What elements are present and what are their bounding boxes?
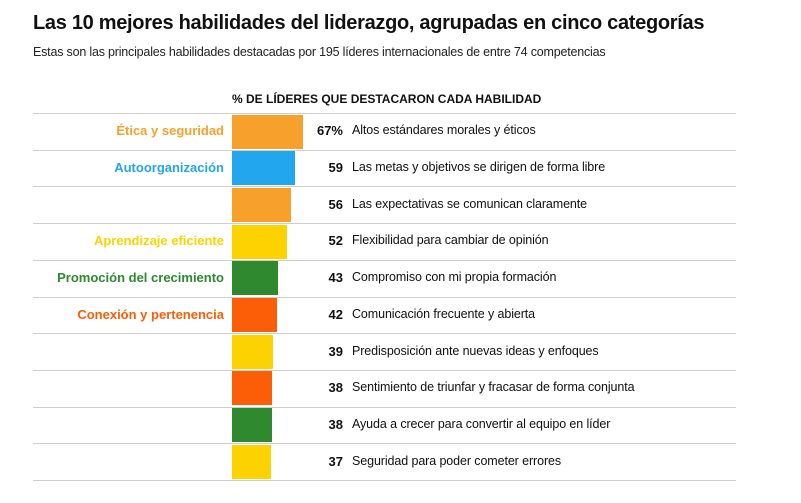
- category-label: Conexión y pertenencia: [77, 307, 224, 322]
- skill-label: Comunicación frecuente y abierta: [352, 307, 536, 321]
- chart-title: Las 10 mejores habilidades del liderazgo…: [33, 12, 705, 34]
- value-label: 42: [328, 307, 343, 322]
- value-label: 59: [328, 160, 343, 175]
- bar: [232, 298, 277, 332]
- bar: [232, 335, 273, 369]
- skill-label: Predisposición ante nuevas ideas y enfoq…: [352, 344, 599, 358]
- row-separator: [33, 113, 736, 114]
- value-label: 38: [328, 417, 343, 432]
- bar: [232, 188, 291, 222]
- row-separator: [33, 407, 736, 408]
- row-separator: [33, 297, 736, 298]
- category-label: Ética y seguridad: [116, 123, 224, 138]
- category-label: Aprendizaje eficiente: [93, 233, 224, 248]
- skill-label: Las expectativas se comunican claramente: [352, 197, 588, 211]
- value-label: 39: [328, 344, 343, 359]
- value-label: 38: [328, 380, 343, 395]
- skill-label: Seguridad para poder cometer errores: [352, 454, 562, 468]
- skill-label: Ayuda a crecer para convertir al equipo …: [352, 417, 611, 431]
- chart-subtitle: Estas son las principales habilidades de…: [33, 45, 606, 59]
- value-label: 43: [328, 270, 343, 285]
- value-label: 56: [328, 197, 343, 212]
- row-separator: [33, 480, 736, 481]
- row-separator: [33, 223, 736, 224]
- row-separator: [33, 260, 736, 261]
- bar: [232, 115, 303, 149]
- bar: [232, 445, 271, 479]
- value-label: 37: [328, 454, 343, 469]
- bar: [232, 261, 278, 295]
- skill-label: Flexibilidad para cambiar de opinión: [352, 233, 549, 247]
- value-label: 52: [328, 233, 343, 248]
- bar: [232, 408, 272, 442]
- category-label: Promoción del crecimiento: [57, 270, 224, 285]
- skill-label: Sentimiento de triunfar y fracasar de fo…: [352, 380, 635, 394]
- value-column-header: % DE LÍDERES QUE DESTACARON CADA HABILID…: [232, 92, 542, 106]
- skill-label: Altos estándares morales y éticos: [352, 123, 536, 137]
- skill-label: Las metas y objetivos se dirigen de form…: [352, 160, 606, 174]
- bar: [232, 371, 272, 405]
- category-label: Autoorganización: [114, 160, 224, 175]
- bar: [232, 151, 295, 185]
- row-separator: [33, 370, 736, 371]
- row-separator: [33, 150, 736, 151]
- value-label: 67%: [316, 123, 343, 138]
- row-separator: [33, 186, 736, 187]
- row-separator: [33, 333, 736, 334]
- bar: [232, 225, 287, 259]
- skill-label: Compromiso con mi propia formación: [352, 270, 557, 284]
- row-separator: [33, 443, 736, 444]
